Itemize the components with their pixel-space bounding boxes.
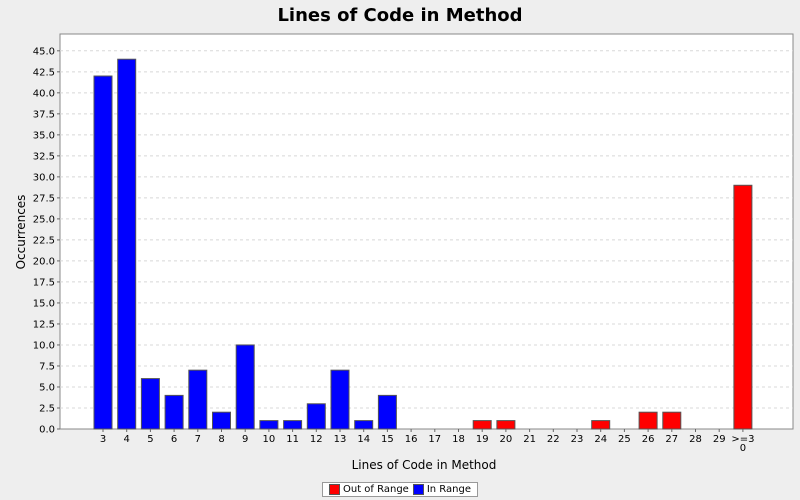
y-tick-label: 5.0: [39, 382, 55, 393]
bar-out-of-range: [472, 420, 492, 430]
x-tick-label: 22: [547, 434, 560, 445]
y-tick-label: 17.5: [33, 277, 55, 288]
y-tick-label: 0.0: [39, 425, 55, 436]
bar-in-range: [377, 394, 397, 430]
x-tick-label: 7: [195, 434, 201, 445]
x-tick-label: 26: [642, 434, 655, 445]
x-tick-label: 20: [500, 434, 513, 445]
x-tick-label: 23: [571, 434, 584, 445]
legend-item-out-of-range: Out of Range: [329, 484, 409, 495]
x-tick-label: 4: [124, 434, 130, 445]
bar-in-range: [140, 378, 160, 430]
x-tick-label: 12: [310, 434, 323, 445]
y-tick-label: 12.5: [33, 319, 55, 330]
x-tick-label: 10: [263, 434, 276, 445]
x-tick-label: 25: [618, 434, 631, 445]
x-tick-label: 15: [381, 434, 394, 445]
bar-in-range: [93, 75, 113, 430]
plot-area: [59, 33, 794, 430]
x-tick-label: >=3 0: [731, 434, 754, 454]
x-tick-label: 6: [171, 434, 177, 445]
bar-out-of-range: [496, 420, 516, 430]
x-tick-label: 8: [218, 434, 224, 445]
legend-swatch-out-of-range: [329, 484, 340, 495]
bar-in-range: [164, 394, 184, 430]
grid-lines: [60, 50, 793, 409]
y-tick-label: 7.5: [39, 361, 55, 372]
bar-in-range: [117, 58, 137, 430]
y-tick-label: 20.0: [33, 256, 55, 267]
bars: [93, 58, 753, 430]
legend-box: Out of Range In Range: [322, 482, 478, 497]
y-axis-label: Occurrences: [14, 195, 28, 270]
y-tick-label: 30.0: [33, 172, 55, 183]
x-tick-label: 11: [286, 434, 299, 445]
bar-in-range: [235, 344, 255, 430]
y-tick-label: 25.0: [33, 214, 55, 225]
x-tick-label: 18: [452, 434, 465, 445]
bar-in-range: [212, 411, 231, 430]
bar-in-range: [259, 420, 279, 430]
y-axis-ticks: 0.0 2.5 5.0 7.5 10.0 12.5 15.0 17.5 20.0 22.5 25.0…: [33, 46, 60, 436]
bar-out-of-range: [638, 411, 658, 430]
bar-out-of-range: [662, 411, 682, 430]
x-tick-label: 3: [100, 434, 106, 445]
x-tick-label: 21: [523, 434, 536, 445]
x-tick-label: 29: [713, 434, 726, 445]
y-tick-label: 35.0: [33, 130, 55, 141]
x-axis-ticks: 3 4 5 6 7 8 9 10 11 12 13 14 15 16 17 18 19 20 21 22 23 24 25 2…: [100, 429, 754, 454]
bar-in-range: [354, 420, 374, 430]
legend-swatch-in-range: [412, 484, 424, 495]
y-tick-label: 22.5: [33, 235, 55, 246]
x-tick-label: 27: [665, 434, 678, 445]
bar-in-range: [330, 369, 350, 430]
x-tick-label: 28: [689, 434, 702, 445]
x-tick-label: 19: [476, 434, 489, 445]
x-tick-label: 16: [405, 434, 418, 445]
bar-out-of-range: [591, 420, 611, 430]
bar-out-of-range: [733, 184, 753, 430]
y-tick-label: 2.5: [39, 403, 55, 414]
y-tick-label: 27.5: [33, 193, 55, 204]
y-tick-label: 15.0: [33, 298, 55, 309]
y-tick-label: 32.5: [33, 151, 55, 162]
bar-in-range: [188, 369, 208, 430]
y-tick-label: 45.0: [33, 46, 55, 57]
x-tick-label: 9: [242, 434, 248, 445]
y-tick-label: 42.5: [33, 67, 55, 78]
x-tick-label: 14: [357, 434, 370, 445]
x-tick-label: 5: [147, 434, 153, 445]
bar-in-range: [306, 403, 326, 430]
x-tick-label: 24: [594, 434, 607, 445]
legend-label-in-range: In Range: [426, 484, 471, 495]
y-tick-label: 37.5: [33, 109, 55, 120]
y-tick-label: 10.0: [33, 340, 55, 351]
x-tick-label: 17: [428, 434, 441, 445]
bar-in-range: [283, 420, 303, 430]
y-tick-label: 40.0: [33, 88, 55, 99]
legend: Out of Range In Range: [0, 482, 800, 497]
x-tick-label: 13: [334, 434, 347, 445]
legend-item-in-range: In Range: [412, 484, 471, 495]
x-axis-label: Lines of Code in Method: [352, 458, 497, 472]
chart-title: Lines of Code in Method: [277, 5, 523, 26]
legend-label-out-of-range: Out of Range: [343, 484, 409, 495]
